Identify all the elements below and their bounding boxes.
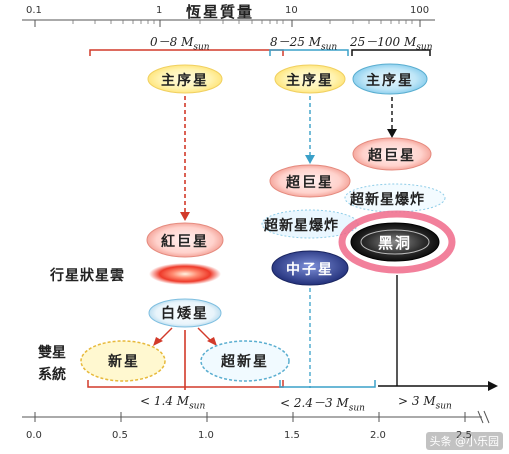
- main-sequence-mid: 主序星: [286, 72, 334, 89]
- top-axis-tick: 1: [156, 5, 163, 16]
- mass-range-high: 25－100 Msun: [350, 33, 433, 52]
- mass-unit-sub: sun: [189, 401, 206, 412]
- mass-range-low-text: 0－8 M: [150, 35, 194, 49]
- bottom-axis-tick: 2.5: [456, 430, 472, 441]
- bottom-range-c: > 3 Msun: [398, 394, 452, 411]
- bottom-range-a: < 1.4 Msun: [140, 394, 205, 411]
- top-axis-tick: 10: [285, 5, 298, 16]
- supergiant-mid: 超巨星: [286, 174, 334, 191]
- mass-range-mid: 8－25 Msun: [270, 33, 337, 52]
- nova: 新星: [108, 354, 140, 370]
- red-giant: 紅巨星: [161, 233, 209, 250]
- neutron-star: 中子星: [286, 261, 334, 278]
- mass-unit-sub: sun: [321, 42, 338, 53]
- bottom-axis-tick: 0.0: [26, 430, 42, 441]
- top-axis-tick: 100: [410, 5, 430, 16]
- mass-range-mid-text: 8－25 M: [270, 35, 322, 49]
- supergiant-high: 超巨星: [368, 147, 416, 164]
- mass-unit-sub: sun: [416, 42, 433, 53]
- binary-system-text: 雙星系統: [38, 345, 66, 383]
- mass-range-low: 0－8 Msun: [150, 33, 210, 52]
- main-sequence-low: 主序星: [161, 72, 209, 89]
- mass-unit-sub: sun: [193, 42, 210, 53]
- bottom-range-b-text: < 2.4－3 M: [280, 396, 349, 410]
- supernova-explosion-mid: 超新星爆炸: [264, 218, 339, 234]
- bottom-range-b: < 2.4－3 Msun: [280, 394, 365, 413]
- top-axis-title: 恆星質量: [186, 3, 255, 21]
- bottom-range-a-text: < 1.4 M: [140, 394, 190, 408]
- bottom-axis-tick: 2.0: [370, 430, 386, 441]
- mass-range-high-text: 25－100 M: [350, 35, 417, 49]
- watermark: 头条 @小乐园: [425, 432, 503, 450]
- bottom-axis-tick: 1.0: [198, 430, 214, 441]
- supernova-explosion-high: 超新星爆炸: [350, 192, 425, 208]
- black-hole: 黑洞: [377, 233, 412, 252]
- bottom-axis-tick: 1.5: [284, 430, 300, 441]
- supernova-small: 超新星: [221, 354, 269, 370]
- planetary-nebula-label: 行星狀星雲: [50, 268, 125, 284]
- white-dwarf: 白矮星: [161, 306, 209, 322]
- bottom-range-c-text: > 3 M: [398, 394, 436, 408]
- mass-unit-sub: sun: [348, 403, 365, 414]
- main-sequence-high: 主序星: [366, 72, 414, 89]
- bottom-axis-tick: 0.5: [112, 430, 128, 441]
- binary-system-label: 雙星系統: [38, 342, 74, 386]
- mass-unit-sub: sun: [435, 401, 452, 412]
- top-axis-tick: 0.1: [26, 5, 42, 16]
